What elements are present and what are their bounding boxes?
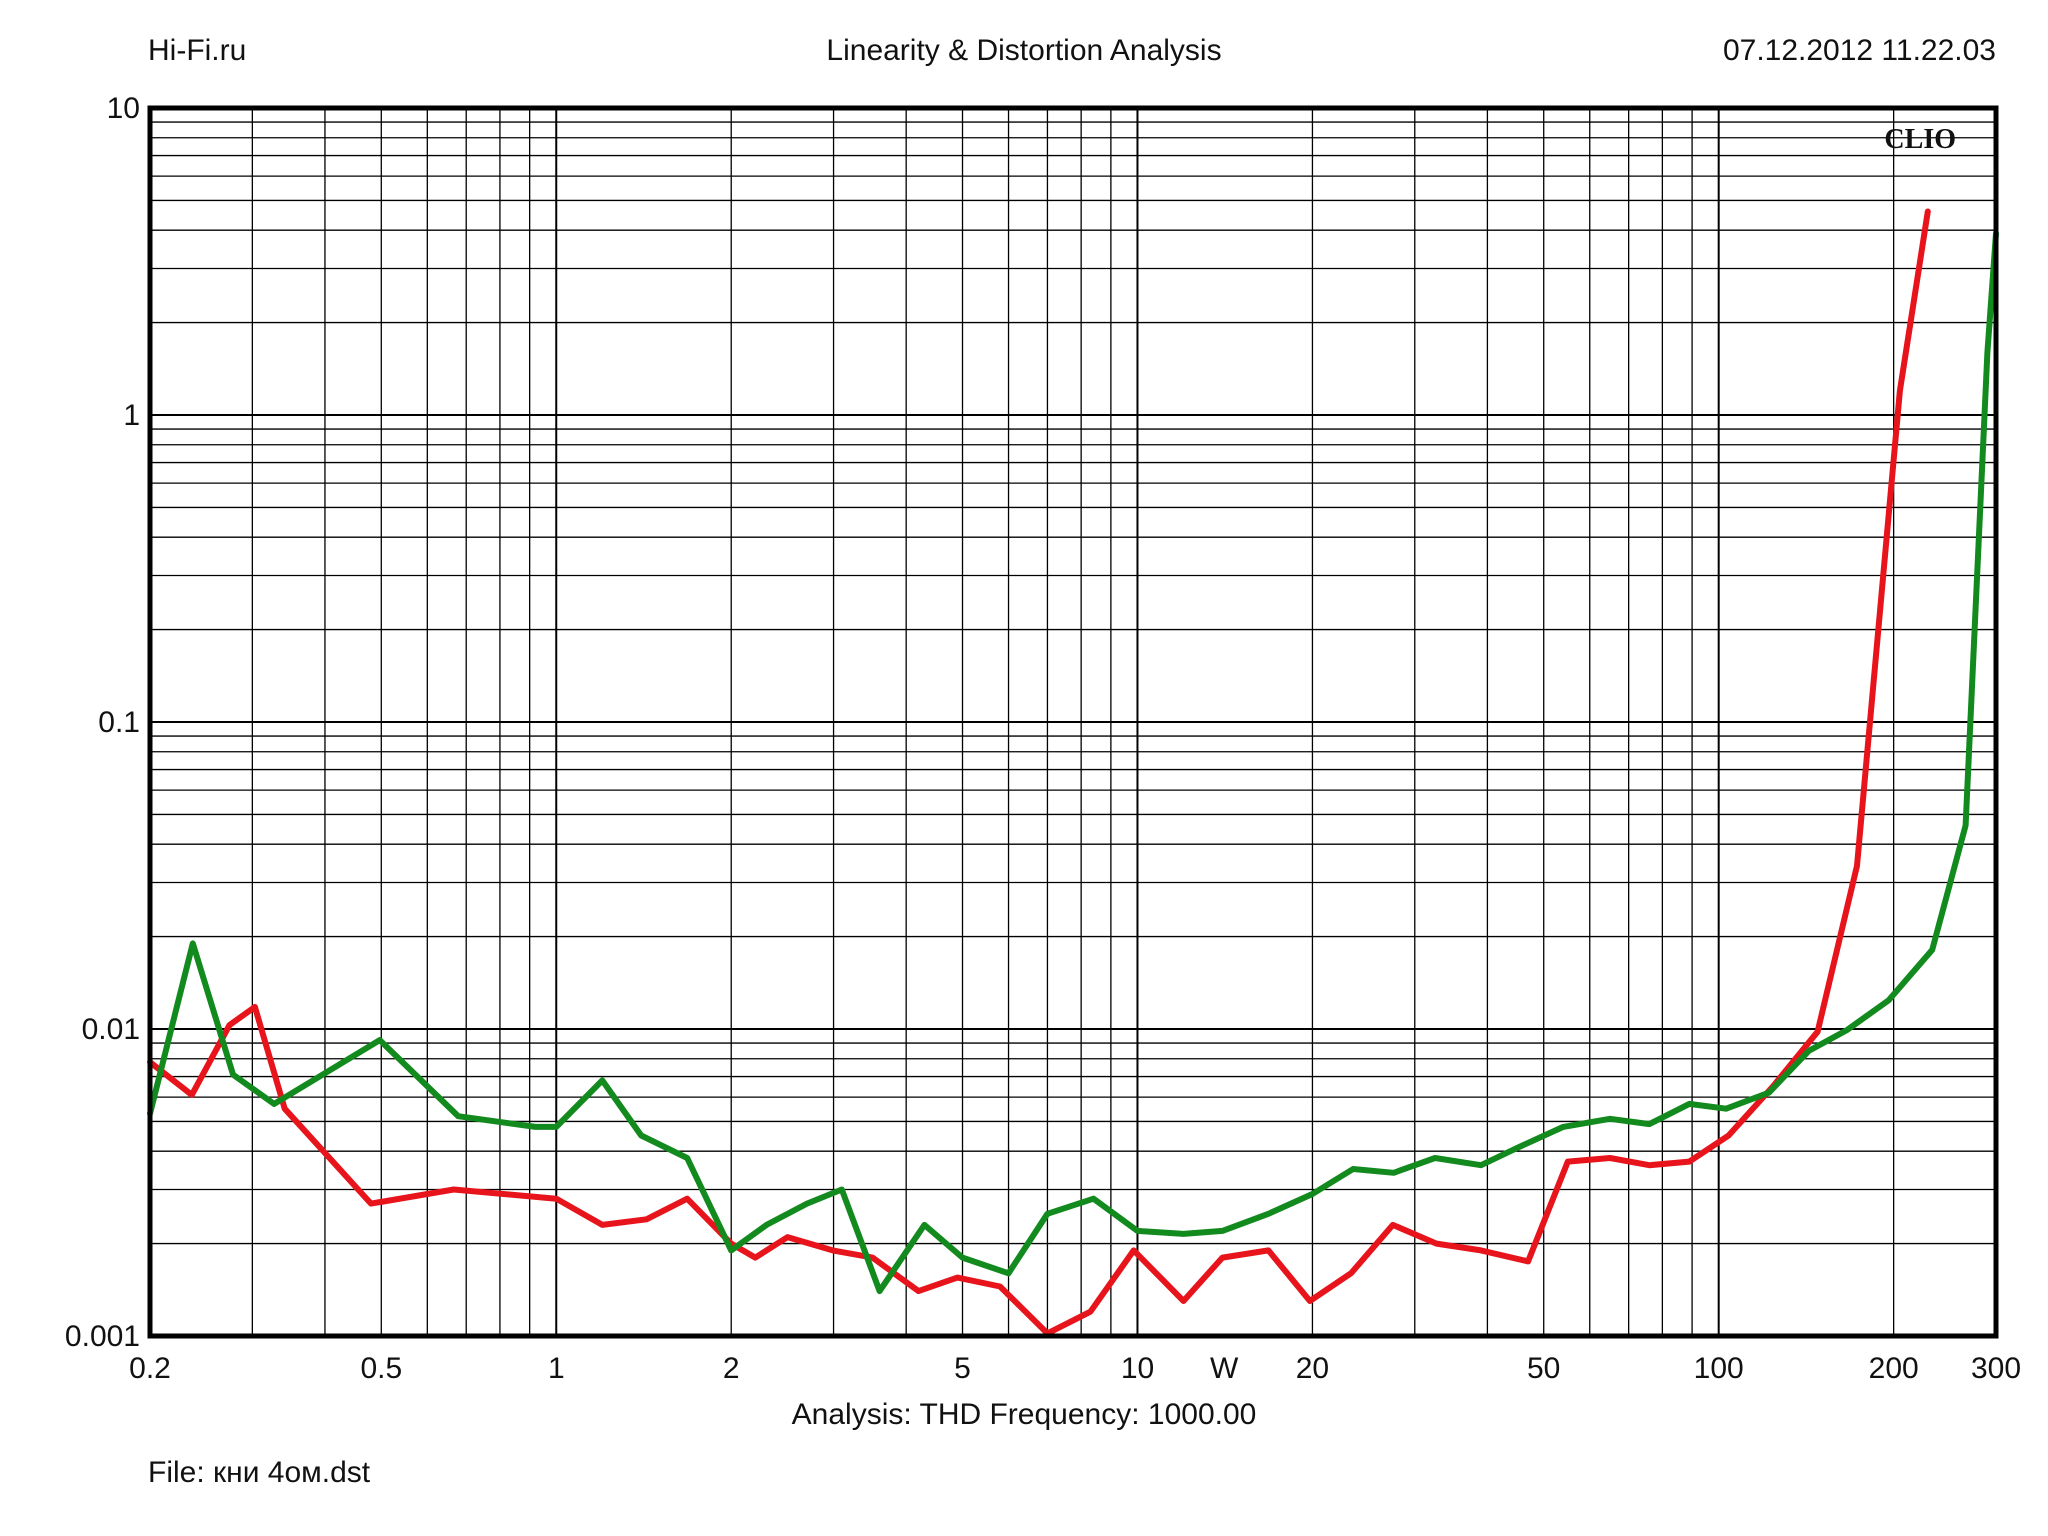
timestamp: 07.12.2012 11.22.03 [1722,34,1996,67]
x-tick-label: 0.2 [129,1352,171,1385]
x-tick-label: 20 [1296,1352,1329,1385]
series-lines [147,208,1999,1337]
y-tick-label: 0.001 [65,1320,140,1353]
x-axis-label: W [1210,1352,1239,1385]
y-tick-label: 1 [123,399,140,432]
x-tick-label: 50 [1527,1352,1560,1385]
x-tick-label: 10 [1121,1352,1154,1385]
analysis-info: Analysis: THD Frequency: 1000.00 [791,1398,1257,1431]
chart-title: Linearity & Distortion Analysis [826,34,1222,67]
x-tick-label: 0.5 [360,1352,402,1385]
x-tick-label: 1 [548,1352,565,1385]
x-tick-label: 100 [1694,1352,1744,1385]
x-tick-label: 5 [954,1352,971,1385]
file-name: File: кни 4ом.dst [148,1456,371,1489]
x-tick-label: 2 [723,1352,740,1385]
grid [150,108,1996,1336]
y-tick-label: 0.1 [98,706,140,739]
clio-logo: CLIO [1884,124,1956,155]
plot-frame [147,105,1999,1339]
tick-labels: 0.2 0.5 1 2 5 10 20 50 100 200 300 10 1 0.1 0.01 0.001 [65,92,2021,1385]
series-line-1 [147,208,1931,1337]
series-line-2 [147,230,1999,1295]
site-name: Hi-Fi.ru [148,34,247,67]
x-tick-label: 300 [1971,1352,2021,1385]
y-tick-label: 10 [107,92,140,125]
y-tick-label: 0.01 [82,1013,140,1046]
x-tick-label: 200 [1869,1352,1919,1385]
